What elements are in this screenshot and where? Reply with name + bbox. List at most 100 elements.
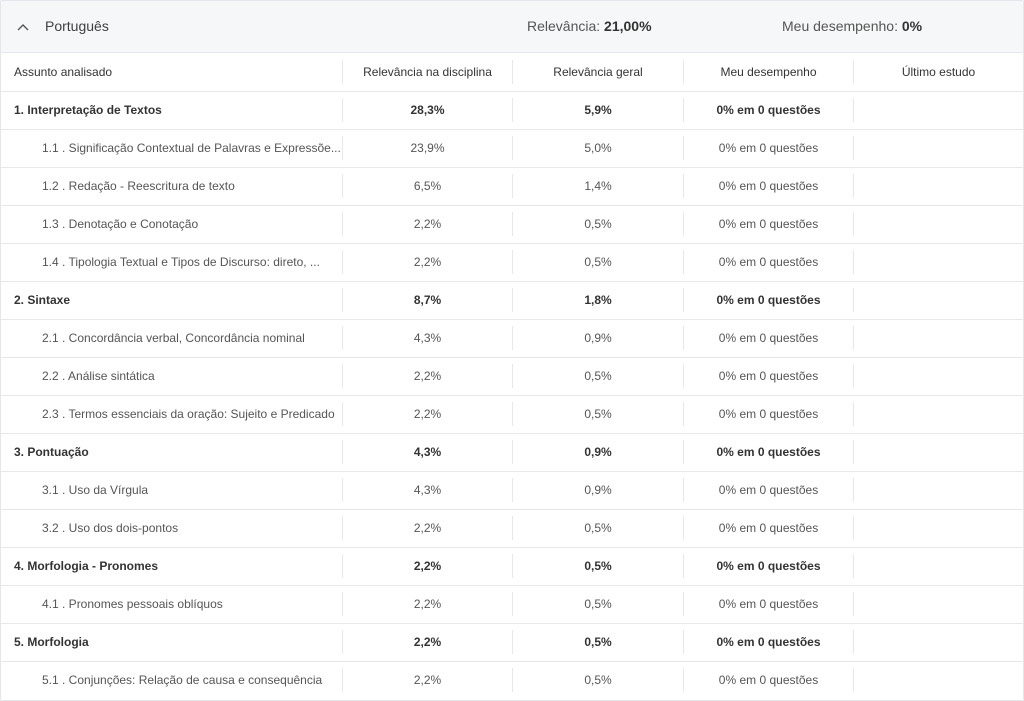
performance-cell: 0% em 0 questões xyxy=(683,205,853,243)
subtopic-row[interactable]: 1.3 . Denotação e Conotação 2,2% 0,5% 0% em… xyxy=(1,205,1023,243)
performance: 0% em 0 questões xyxy=(683,516,853,540)
relevance-general-cell: 0,9% xyxy=(512,319,683,357)
col-header-subject-label: Assunto analisado xyxy=(14,64,113,79)
subtopic-row[interactable]: 1.1 . Significação Contextual de Palavra… xyxy=(1,129,1023,167)
relevance-discipline-cell: 4,3% xyxy=(342,471,512,509)
performance-cell: 0% em 0 questões xyxy=(683,547,853,585)
relevance-discipline: 6,5% xyxy=(342,174,512,198)
relevance-discipline-cell: 23,9% xyxy=(342,129,512,167)
subject-title[interactable]: Português xyxy=(45,18,109,34)
relevance-discipline: 4,3% xyxy=(342,326,512,350)
subtopic-row[interactable]: 3.2 . Uso dos dois-pontos 2,2% 0,5% 0% em 0… xyxy=(1,509,1023,547)
col-header-subject: Assunto analisado xyxy=(1,53,342,92)
performance: 0% em 0 questões xyxy=(683,212,853,236)
topic-row[interactable]: 2. Sintaxe 8,7% 1,8% 0% em 0 questões xyxy=(1,281,1023,319)
topic-name: 3.2 . Uso dos dois-pontos xyxy=(42,521,179,535)
topic-name: 3. Pontuação xyxy=(14,445,89,459)
topic-name: 1.3 . Denotação e Conotação xyxy=(42,217,199,231)
last-study-cell xyxy=(853,281,1023,319)
topic-name-cell: 4. Morfologia - Pronomes xyxy=(1,547,342,585)
performance: 0% em 0 questões xyxy=(683,592,853,616)
relevance-general-cell: 0,5% xyxy=(512,357,683,395)
subtopic-row[interactable]: 3.1 . Uso da Vírgula 4,3% 0,9% 0% em 0 ques… xyxy=(1,471,1023,509)
relevance-discipline: 2,2% xyxy=(342,516,512,540)
relevance-general-cell: 0,5% xyxy=(512,243,683,281)
topic-name-cell: 1.2 . Redação - Reescritura de texto xyxy=(1,167,342,205)
last-study xyxy=(853,630,1023,654)
performance-cell: 0% em 0 questões xyxy=(683,509,853,547)
subtopic-row[interactable]: 2.2 . Análise sintática 2,2% 0,5% 0% em 0 q… xyxy=(1,357,1023,395)
relevance-general: 0,9% xyxy=(512,326,683,350)
col-header-last-study: Último estudo xyxy=(853,53,1023,92)
topic-name: 1.1 . Significação Contextual de Palavra… xyxy=(42,141,341,155)
topic-name-cell: 1. Interpretação de Textos xyxy=(1,91,342,129)
relevance-value: 21,00% xyxy=(604,18,652,34)
topic-name-cell: 3.1 . Uso da Vírgula xyxy=(1,471,342,509)
topic-name-cell: 5.1 . Conjunções: Relação de causa e con… xyxy=(1,661,342,699)
performance: 0% em 0 questões xyxy=(683,98,853,122)
performance-label: Meu desempenho: xyxy=(782,18,898,34)
subject-header[interactable]: Português Relevância: 21,00% Meu desempe… xyxy=(1,1,1023,53)
last-study-cell xyxy=(853,129,1023,167)
performance-cell: 0% em 0 questões xyxy=(683,623,853,661)
col-header-last-study-label: Último estudo xyxy=(853,59,1023,84)
relevance-general-cell: 5,9% xyxy=(512,91,683,129)
performance: 0% em 0 questões xyxy=(683,554,853,578)
performance: 0% em 0 questões xyxy=(683,478,853,502)
relevance-discipline: 2,2% xyxy=(342,554,512,578)
relevance-label: Relevância: xyxy=(527,18,601,34)
relevance-general-cell: 0,5% xyxy=(512,623,683,661)
relevance-discipline: 4,3% xyxy=(342,478,512,502)
relevance-discipline-cell: 6,5% xyxy=(342,167,512,205)
subtopic-row[interactable]: 1.2 . Redação - Reescritura de texto 6,5%… xyxy=(1,167,1023,205)
topic-name: 2.3 . Termos essenciais da oração: Sujei… xyxy=(42,407,335,421)
col-header-performance-label: Meu desempenho xyxy=(683,59,853,84)
relevance-discipline: 4,3% xyxy=(342,440,512,464)
subtopic-row[interactable]: 4.1 . Pronomes pessoais oblíquos 2,2% 0,5%… xyxy=(1,585,1023,623)
performance-cell: 0% em 0 questões xyxy=(683,661,853,699)
subject-performance: Meu desempenho: 0% xyxy=(782,18,922,34)
chevron-up-icon[interactable] xyxy=(16,20,30,34)
last-study xyxy=(853,402,1023,426)
topic-row[interactable]: 3. Pontuação 4,3% 0,9% 0% em 0 questões xyxy=(1,433,1023,471)
performance: 0% em 0 questões xyxy=(683,326,853,350)
subtopic-row[interactable]: 2.3 . Termos essenciais da oração: Sujei… xyxy=(1,395,1023,433)
relevance-general: 5,0% xyxy=(512,136,683,160)
col-header-relevance-discipline: Relevância na disciplina xyxy=(342,53,512,92)
relevance-general: 1,8% xyxy=(512,288,683,312)
performance: 0% em 0 questões xyxy=(683,364,853,388)
performance-cell: 0% em 0 questões xyxy=(683,433,853,471)
last-study xyxy=(853,174,1023,198)
relevance-discipline-cell: 4,3% xyxy=(342,433,512,471)
topic-name: 1.2 . Redação - Reescritura de texto xyxy=(42,179,235,193)
relevance-general: 0,5% xyxy=(512,402,683,426)
last-study xyxy=(853,326,1023,350)
topic-row[interactable]: 1. Interpretação de Textos 28,3% 5,9% 0% em… xyxy=(1,91,1023,129)
performance-cell: 0% em 0 questões xyxy=(683,129,853,167)
relevance-discipline: 2,2% xyxy=(342,592,512,616)
topic-row[interactable]: 5. Morfologia 2,2% 0,5% 0% em 0 questões xyxy=(1,623,1023,661)
last-study-cell xyxy=(853,167,1023,205)
performance: 0% em 0 questões xyxy=(683,136,853,160)
subtopic-row[interactable]: 1.4 . Tipologia Textual e Tipos de Discu… xyxy=(1,243,1023,281)
topic-name-cell: 5. Morfologia xyxy=(1,623,342,661)
topic-name-cell: 4.1 . Pronomes pessoais oblíquos xyxy=(1,585,342,623)
relevance-discipline-cell: 2,2% xyxy=(342,243,512,281)
performance: 0% em 0 questões xyxy=(683,174,853,198)
relevance-discipline: 23,9% xyxy=(342,136,512,160)
relevance-general: 0,5% xyxy=(512,364,683,388)
last-study xyxy=(853,668,1023,693)
topic-name-cell: 1.3 . Denotação e Conotação xyxy=(1,205,342,243)
subtopic-row[interactable]: 2.1 . Concordância verbal, Concordância … xyxy=(1,319,1023,357)
relevance-general-cell: 0,5% xyxy=(512,395,683,433)
last-study-cell xyxy=(853,471,1023,509)
subtopic-row[interactable]: 5.1 . Conjunções: Relação de causa e con… xyxy=(1,661,1023,699)
last-study-cell xyxy=(853,547,1023,585)
performance: 0% em 0 questões xyxy=(683,288,853,312)
last-study xyxy=(853,364,1023,388)
topic-row[interactable]: 4. Morfologia - Pronomes 2,2% 0,5% 0% em 0 … xyxy=(1,547,1023,585)
relevance-discipline-cell: 8,7% xyxy=(342,281,512,319)
topic-name-cell: 2.1 . Concordância verbal, Concordância … xyxy=(1,319,342,357)
performance-cell: 0% em 0 questões xyxy=(683,471,853,509)
